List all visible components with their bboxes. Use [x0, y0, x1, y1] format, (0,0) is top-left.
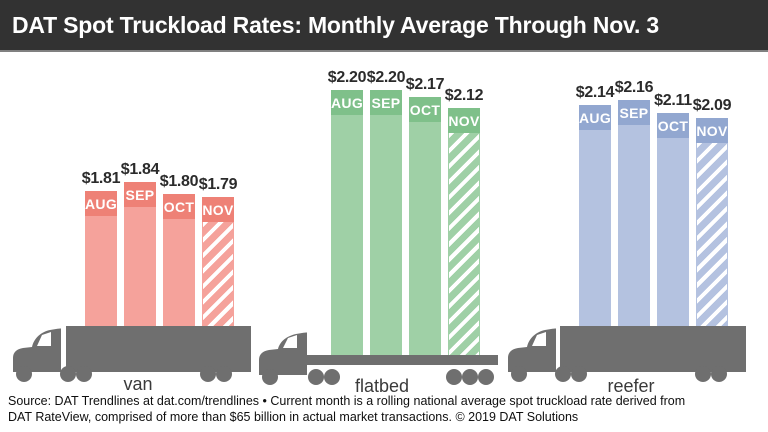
price-label: $2.20 — [366, 69, 406, 86]
bar-month-label: SEP — [124, 182, 156, 207]
title-bar: DAT Spot Truckload Rates: Monthly Averag… — [0, 0, 768, 50]
price-label: $2.12 — [444, 87, 484, 104]
bar-van-aug: AUG — [85, 191, 117, 340]
group-label-reefer: reefer — [607, 376, 655, 396]
bar-reefer-aug: AUG — [579, 105, 611, 332]
bar-flatbed-sep: SEP — [370, 90, 402, 360]
bar-month-label: AUG — [331, 90, 363, 115]
bar-van-nov: NOV — [202, 197, 234, 340]
price-label: $2.09 — [692, 97, 732, 114]
price-label: $2.14 — [575, 84, 615, 101]
group-label-van: van — [123, 374, 153, 394]
page-title: DAT Spot Truckload Rates: Monthly Averag… — [12, 12, 659, 38]
van-truck-icon — [13, 326, 251, 382]
source-note: Source: DAT Trendlines at dat.com/trendl… — [8, 394, 764, 425]
reefer-truck-icon — [508, 326, 746, 382]
bar-flatbed-aug: AUG — [331, 90, 363, 360]
price-label: $1.84 — [120, 161, 160, 178]
bar-month-label: OCT — [657, 113, 689, 138]
price-label: $2.16 — [614, 79, 654, 96]
source-note-line2: DAT RateView, comprised of more than $65… — [8, 409, 579, 424]
bar-reefer-oct: OCT — [657, 113, 689, 332]
price-label: $2.11 — [654, 92, 692, 109]
bar-flatbed-oct: OCT — [409, 97, 441, 360]
bar-month-label: OCT — [163, 194, 195, 219]
bar-reefer-nov: NOV — [696, 118, 728, 332]
price-label: $1.80 — [159, 173, 199, 190]
source-note-line1: Source: DAT Trendlines at dat.com/trendl… — [8, 394, 686, 408]
bar-month-label: NOV — [696, 118, 728, 143]
bar-month-label: NOV — [448, 108, 480, 133]
bar-van-oct: OCT — [163, 194, 195, 340]
bar-flatbed-nov: NOV — [448, 108, 480, 360]
flatbed-truck-icon — [259, 332, 498, 385]
title-bar-divider — [0, 50, 768, 52]
price-label: $2.17 — [405, 76, 445, 93]
group-label-flatbed: flatbed — [354, 376, 410, 396]
bar-month-label: SEP — [370, 90, 402, 115]
bar-month-label: OCT — [409, 97, 441, 122]
bar-van-sep: SEP — [124, 182, 156, 340]
bar-month-label: AUG — [579, 105, 611, 130]
bar-month-label: AUG — [85, 191, 117, 216]
bar-month-label: NOV — [202, 197, 234, 222]
bar-reefer-sep: SEP — [618, 100, 650, 332]
bar-month-label: SEP — [618, 100, 650, 125]
price-label: $1.81 — [81, 170, 121, 187]
price-label: $1.79 — [198, 176, 238, 193]
price-label: $2.20 — [327, 69, 367, 86]
